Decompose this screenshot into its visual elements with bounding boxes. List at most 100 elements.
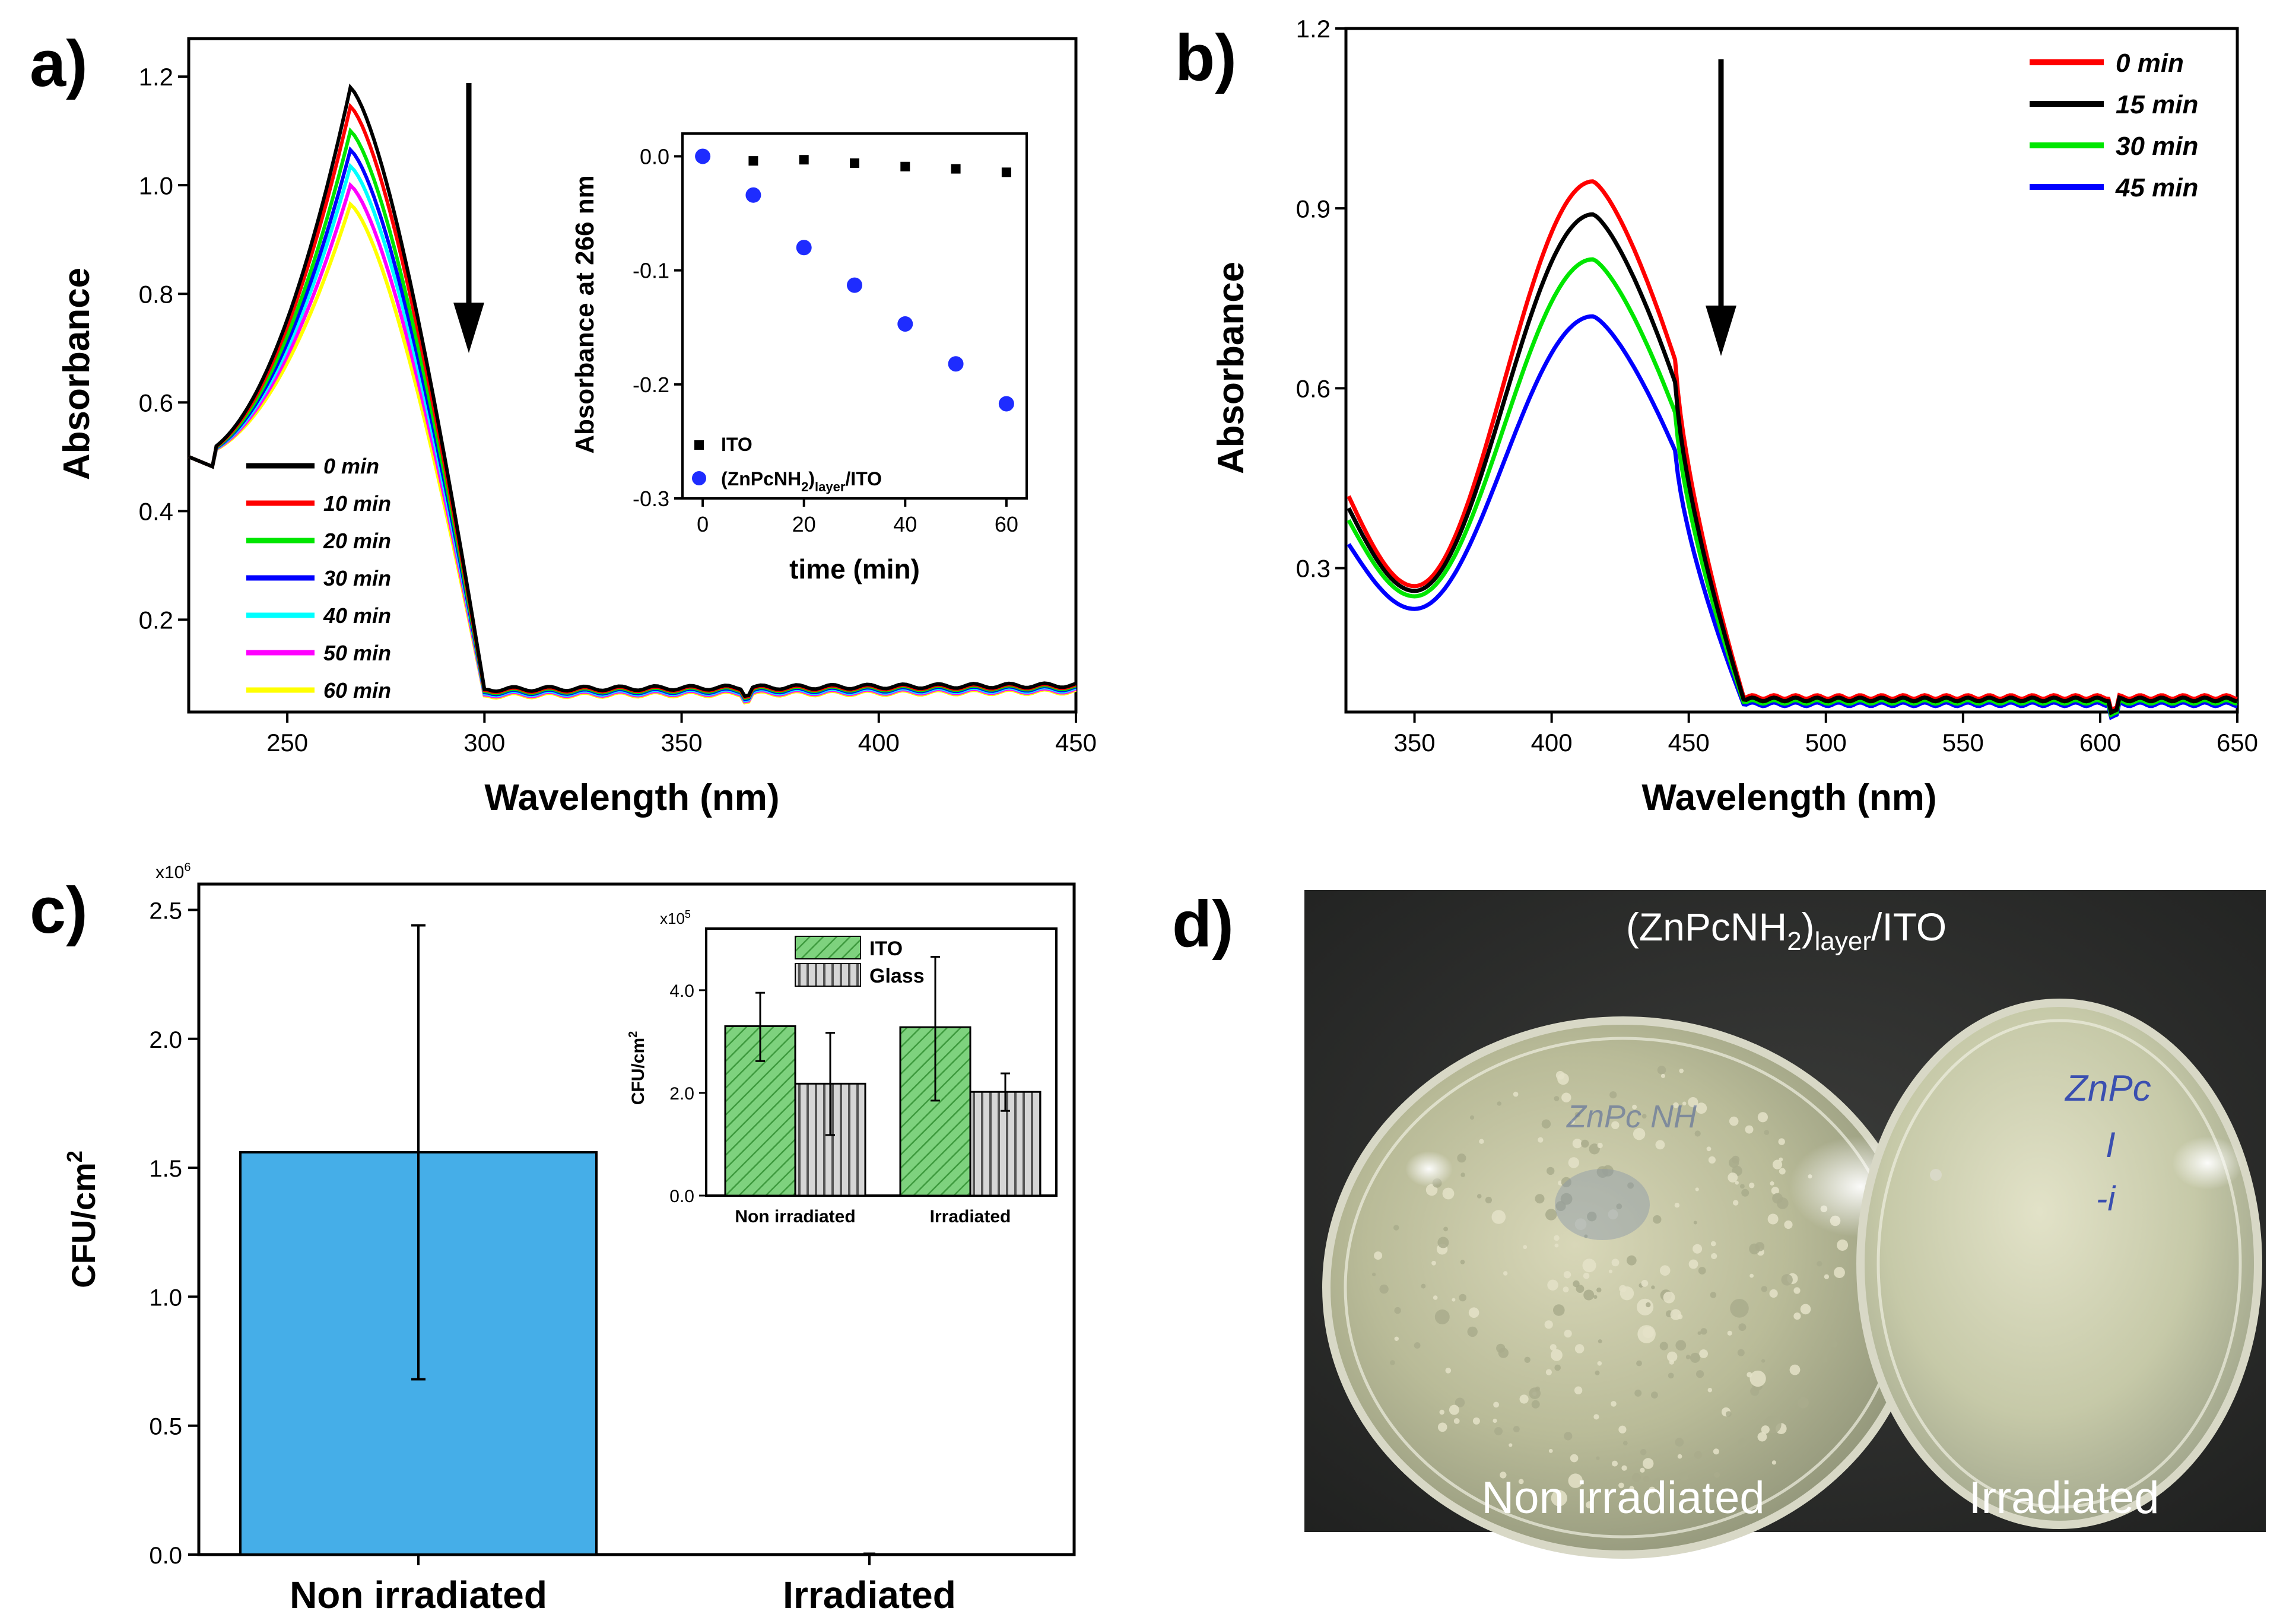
panel-c-inset-ylabel: CFU/cm2: [627, 1031, 648, 1105]
colony: [1634, 1389, 1642, 1397]
panel-c-inset-ticks: 0.0 2.0 4.0 Non irradiated Irradiated: [669, 981, 1011, 1226]
legend-label-glass-bar: Glass: [869, 965, 925, 987]
panel-c-inset-ytick-label: 0.0: [669, 1187, 694, 1206]
colony: [1460, 1172, 1465, 1177]
panel-b-curve-0-min: [1347, 179, 2238, 713]
colony: [1549, 1344, 1557, 1351]
colony: [1547, 1279, 1558, 1291]
colony: [1659, 1265, 1671, 1276]
panel-a-inset-ticks: 0 20 40 60 0.0 -0.1 -0.2 -0.3: [633, 144, 1018, 536]
colony: [1431, 1260, 1436, 1266]
colony: [1740, 1184, 1745, 1189]
colony: [1608, 1209, 1618, 1220]
panel-a-inset-ytick-label: -0.2: [633, 373, 669, 397]
colony: [1557, 1073, 1569, 1085]
panel-b-ylabel: Absorbance: [1211, 262, 1252, 474]
colony: [1789, 1364, 1801, 1375]
colony: [1598, 1339, 1602, 1343]
colony: [1561, 1092, 1571, 1102]
colony: [1572, 1139, 1582, 1149]
panel-a-inset-ytick-label: 0.0: [640, 144, 669, 169]
colony: [1749, 1370, 1766, 1387]
colony: [1772, 1193, 1783, 1204]
colony: [1442, 1187, 1455, 1200]
panel-b-xtick-label: 500: [1805, 729, 1847, 757]
panel-a-ylabel: Absorbance: [56, 268, 97, 480]
inset-point-znpc: [695, 148, 711, 164]
colony: [1372, 1272, 1376, 1276]
colony: [1554, 1235, 1560, 1241]
colony: [1784, 1220, 1793, 1229]
colony: [1586, 1501, 1593, 1509]
legend-label-ito: ITO: [721, 434, 752, 455]
panel-c-inset-category-label: Irradiated: [930, 1207, 1011, 1226]
panel-c-ylabel: CFU/cm2: [62, 1151, 102, 1288]
colony: [1434, 1309, 1450, 1324]
colony: [1649, 1486, 1656, 1493]
panel-d: d) ZnPc NH ZnPc I -i (ZnPcNH2)layer/ITO …: [1172, 888, 2266, 1559]
colony: [1643, 1458, 1654, 1469]
panel-b-ytick-label: 0.3: [1296, 555, 1331, 583]
colony: [1618, 1425, 1627, 1434]
colony: [1554, 1243, 1559, 1248]
colony: [1820, 1355, 1828, 1363]
colony: [1459, 1294, 1466, 1302]
colony: [1597, 1361, 1602, 1366]
panel-a-inset-xtick-label: 40: [893, 512, 917, 536]
panel-c-ytick-label: 1.5: [149, 1156, 182, 1182]
colony: [1477, 1194, 1482, 1199]
panel-c-inset-ytick-label: 4.0: [669, 981, 694, 1001]
colony: [1793, 1312, 1801, 1320]
colony: [1699, 1349, 1709, 1358]
colony: [1761, 1286, 1767, 1292]
panel-b-curve-15-min: [1347, 212, 2238, 716]
panel-b-plot-frame: [1344, 27, 2239, 714]
colony: [1637, 1325, 1656, 1343]
colony: [1757, 1432, 1767, 1442]
colony: [1597, 1142, 1603, 1149]
panel-b-xtick-label: 350: [1393, 729, 1435, 757]
inset-point-znpc: [796, 240, 812, 256]
colony: [1457, 1153, 1466, 1163]
colony: [1485, 1196, 1492, 1204]
colony: [1761, 1425, 1770, 1434]
colony: [1679, 1069, 1684, 1073]
colony: [1460, 1260, 1465, 1264]
colony: [1673, 1102, 1679, 1108]
inset-point-ito: [951, 164, 961, 174]
colony: [1800, 1304, 1811, 1315]
colony: [1524, 1356, 1531, 1363]
colony: [1688, 1097, 1698, 1108]
legend-swatch-glass: [795, 963, 861, 987]
panel-c-category-label: Irradiated: [783, 1574, 956, 1616]
colony: [1685, 1355, 1691, 1359]
colony: [1561, 1177, 1571, 1187]
colony: [1541, 1119, 1551, 1129]
colony: [1379, 1284, 1389, 1294]
panel-b-xlabel: Wavelength (nm): [1641, 777, 1936, 818]
colony: [1653, 1215, 1662, 1224]
panel-a-inset-ytick-label: -0.3: [633, 487, 669, 511]
panel-a-legend: 0 min 10 min 20 min 30 min 40 min 50 min 60 mi…: [246, 454, 391, 703]
colony: [1568, 1157, 1579, 1168]
colony: [1497, 1101, 1501, 1106]
colony: [1710, 1292, 1717, 1298]
inset-point-ito: [900, 161, 910, 171]
colony: [1694, 1130, 1701, 1137]
panel-a-xtick-label: 450: [1055, 729, 1097, 757]
colony: [1449, 1404, 1459, 1415]
colony: [1834, 1267, 1845, 1279]
panel-c-ytick-label: 1.0: [149, 1285, 182, 1311]
colony: [1551, 1349, 1563, 1361]
panel-a-ytick-label: 0.2: [139, 606, 173, 634]
colony: [1574, 1218, 1587, 1230]
colony: [1750, 1387, 1760, 1396]
panel-a-inset-ytick-label: -0.1: [633, 259, 669, 283]
panel-b-ytick-label: 0.9: [1296, 195, 1331, 223]
colony: [1583, 1273, 1590, 1279]
colony: [1611, 1121, 1620, 1130]
panel-a-xtick-label: 300: [463, 729, 505, 757]
colony: [1513, 1426, 1520, 1432]
panel-a-legend-label: 0 min: [323, 454, 379, 478]
colony: [1738, 1323, 1747, 1331]
